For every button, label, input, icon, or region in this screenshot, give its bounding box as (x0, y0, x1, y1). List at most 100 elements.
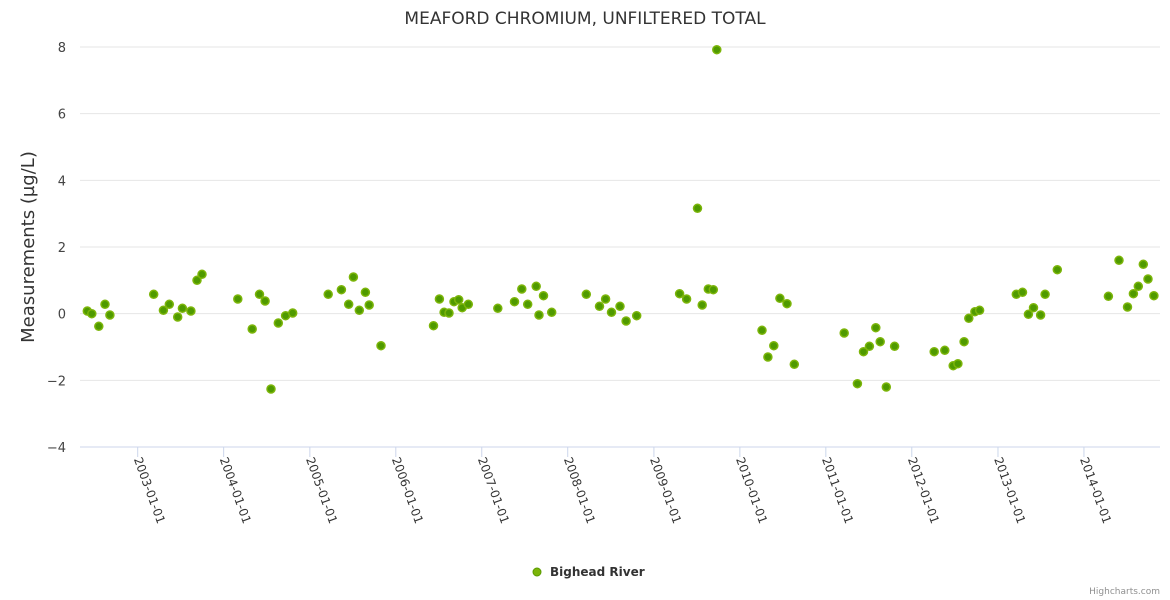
data-point[interactable] (674, 288, 685, 299)
data-point[interactable] (323, 289, 333, 300)
data-point[interactable] (94, 321, 104, 332)
data-point[interactable] (692, 203, 703, 214)
data-point[interactable] (343, 299, 354, 310)
data-point[interactable] (757, 325, 767, 336)
data-point[interactable] (87, 308, 97, 319)
data-point[interactable] (197, 269, 207, 280)
data-point[interactable] (538, 290, 549, 301)
data-point[interactable] (875, 336, 885, 347)
data-point[interactable] (615, 301, 625, 312)
data-point[interactable] (348, 272, 359, 282)
data-point[interactable] (509, 296, 520, 307)
data-point[interactable] (889, 341, 900, 352)
credits-link[interactable]: Highcharts.com (1089, 587, 1160, 597)
data-point[interactable] (712, 44, 722, 55)
data-point[interactable] (428, 320, 439, 331)
data-point[interactable] (260, 296, 270, 306)
data-point[interactable] (864, 341, 875, 352)
data-point[interactable] (1114, 255, 1124, 266)
data-point[interactable] (493, 303, 503, 314)
data-point[interactable] (360, 287, 371, 298)
data-point[interactable] (681, 294, 692, 304)
data-point[interactable] (940, 345, 950, 356)
data-point[interactable] (546, 307, 557, 318)
data-point[interactable] (839, 328, 849, 338)
series-bighead-river[interactable] (82, 44, 1159, 394)
data-point[interactable] (1103, 291, 1114, 302)
data-point[interactable] (254, 289, 265, 300)
data-point[interactable] (769, 340, 779, 351)
data-point[interactable] (522, 299, 533, 310)
data-point[interactable] (631, 310, 642, 321)
data-point[interactable] (929, 346, 939, 357)
data-point[interactable] (266, 384, 276, 394)
data-point[interactable] (105, 310, 115, 320)
data-point[interactable] (881, 382, 892, 392)
data-point[interactable] (708, 284, 719, 295)
data-point[interactable] (376, 340, 386, 351)
data-point[interactable] (247, 324, 257, 334)
legend-marker-icon[interactable] (532, 567, 542, 577)
legend-item-bighead-river[interactable]: Bighead River (550, 565, 645, 579)
data-point[interactable] (354, 305, 365, 316)
data-point[interactable] (177, 303, 188, 314)
data-point[interactable] (233, 294, 243, 304)
data-point[interactable] (1017, 287, 1028, 298)
data-point[interactable] (463, 299, 474, 310)
y-tick-label: −2 (47, 374, 66, 389)
y-tick-labels: −4 −2 0 2 4 6 8 (47, 41, 66, 456)
data-point[interactable] (1133, 281, 1144, 292)
data-point[interactable] (871, 322, 881, 333)
data-point[interactable] (763, 352, 773, 362)
data-point[interactable] (336, 284, 347, 295)
data-point[interactable] (1023, 309, 1034, 320)
data-point[interactable] (273, 318, 284, 328)
data-point[interactable] (453, 294, 464, 305)
data-point[interactable] (974, 305, 985, 316)
data-point[interactable] (192, 275, 202, 286)
data-point[interactable] (164, 299, 175, 310)
data-point[interactable] (782, 298, 792, 309)
data-point[interactable] (953, 358, 963, 369)
data-point[interactable] (852, 378, 863, 389)
data-point[interactable] (534, 310, 544, 320)
data-point[interactable] (1128, 288, 1139, 299)
data-point[interactable] (1149, 290, 1159, 301)
data-point[interactable] (287, 308, 298, 318)
data-point[interactable] (1040, 289, 1050, 300)
y-tick-label: 4 (58, 174, 66, 189)
data-point[interactable] (186, 306, 196, 316)
data-point[interactable] (858, 346, 869, 357)
data-point[interactable] (594, 301, 605, 312)
data-point[interactable] (964, 313, 974, 324)
data-point[interactable] (158, 305, 169, 316)
y-tick-label: 6 (58, 108, 66, 123)
data-point[interactable] (789, 359, 800, 370)
data-point[interactable] (1138, 259, 1149, 270)
y-tick-label: 8 (58, 41, 66, 56)
data-point[interactable] (148, 289, 159, 300)
data-point[interactable] (959, 336, 969, 347)
data-point[interactable] (600, 294, 611, 304)
data-point[interactable] (364, 300, 374, 310)
legend[interactable]: Bighead River (532, 565, 645, 579)
data-point[interactable] (100, 299, 110, 310)
data-point[interactable] (1052, 264, 1063, 275)
y-gridlines (80, 46, 1160, 381)
data-point[interactable] (621, 316, 631, 326)
data-point[interactable] (1028, 302, 1039, 313)
data-point[interactable] (697, 300, 707, 310)
data-point[interactable] (517, 284, 527, 294)
data-point[interactable] (1035, 310, 1046, 320)
data-point[interactable] (531, 281, 541, 292)
data-point[interactable] (1143, 274, 1153, 284)
data-point[interactable] (775, 293, 785, 304)
data-point[interactable] (606, 307, 617, 318)
data-point[interactable] (581, 289, 592, 300)
data-point[interactable] (434, 294, 445, 304)
data-point[interactable] (172, 312, 183, 322)
data-point[interactable] (444, 308, 454, 318)
data-point[interactable] (1122, 302, 1133, 312)
